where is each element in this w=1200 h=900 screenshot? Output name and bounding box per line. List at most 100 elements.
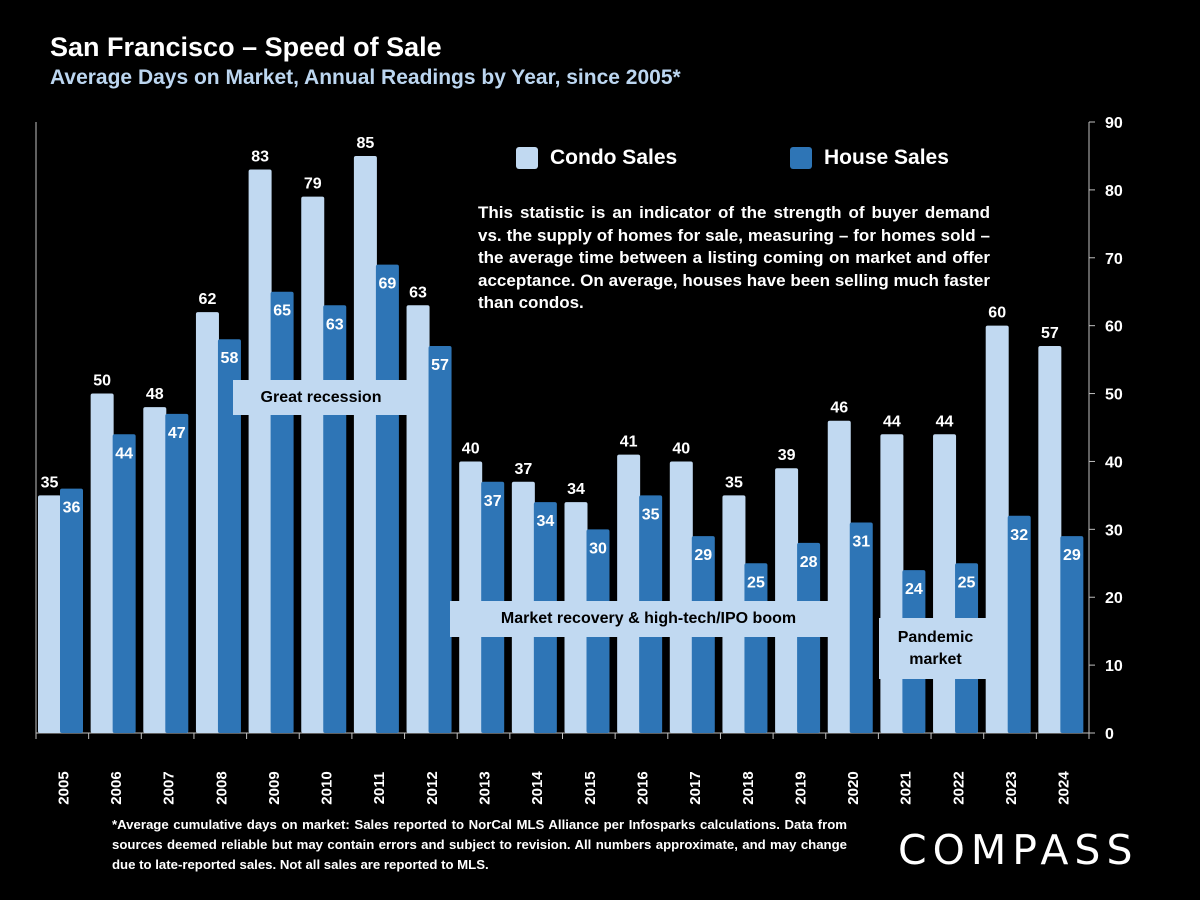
chart-subtitle: Average Days on Market, Annual Readings …: [50, 66, 681, 89]
bar-house-2011: [375, 264, 399, 733]
data-label-house-2008: 58: [221, 350, 239, 367]
y-tick-label: 50: [1105, 387, 1123, 404]
x-tick-label-2011: 2011: [371, 772, 388, 805]
data-label-condo-2015: 34: [567, 481, 585, 498]
bar-house-2020: [849, 522, 873, 733]
legend-condo: Condo Sales: [516, 146, 677, 170]
data-label-house-2013: 37: [484, 493, 502, 510]
annotation-pandemic-line1: Pandemic: [897, 628, 974, 646]
x-tick-label-2020: 2020: [845, 771, 862, 804]
bar-condo-2020: [827, 420, 851, 733]
y-tick-label: 40: [1105, 454, 1123, 471]
data-label-condo-2008: 62: [199, 291, 217, 308]
footnote: *Average cumulative days on market: Sale…: [112, 817, 847, 872]
data-label-condo-2021: 44: [883, 413, 901, 430]
bar-house-2008: [217, 339, 241, 733]
bar-condo-2017: [669, 461, 693, 733]
data-label-house-2022: 25: [958, 574, 976, 591]
x-tick-label-2014: 2014: [529, 771, 546, 805]
legend-house-label: House Sales: [824, 146, 949, 169]
bar-condo-2022: [933, 434, 957, 733]
data-label-house-2024: 29: [1063, 547, 1081, 564]
x-tick-label-2024: 2024: [1056, 771, 1073, 805]
x-tick-label-2018: 2018: [740, 771, 757, 804]
data-label-house-2020: 31: [852, 534, 870, 551]
x-tick-label-2008: 2008: [213, 771, 230, 804]
x-tick-label-2009: 2009: [266, 771, 283, 804]
bar-condo-2024: [1038, 346, 1062, 733]
data-label-condo-2014: 37: [514, 461, 532, 478]
data-label-condo-2017: 40: [672, 440, 690, 457]
x-tick-label-2021: 2021: [898, 771, 915, 804]
y-tick-label: 0: [1105, 726, 1114, 743]
x-tick-label-2005: 2005: [55, 771, 72, 804]
data-label-condo-2023: 60: [988, 305, 1006, 322]
data-label-condo-2010: 79: [304, 176, 322, 193]
bar-house-2010: [323, 305, 347, 733]
x-tick-label-2010: 2010: [319, 771, 336, 804]
data-label-condo-2006: 50: [93, 373, 111, 390]
annotation-pandemic-market: Pandemic market: [879, 618, 992, 679]
data-label-house-2006: 44: [115, 445, 133, 462]
chart-description: This statistic is an indicator of the st…: [478, 203, 990, 312]
data-label-house-2018: 25: [747, 574, 765, 591]
y-tick-label: 10: [1105, 658, 1123, 675]
bar-house-2006: [112, 434, 136, 733]
data-label-condo-2013: 40: [462, 440, 480, 457]
data-label-house-2009: 65: [273, 303, 291, 320]
data-label-condo-2016: 41: [620, 434, 638, 451]
bar-house-2007: [165, 413, 189, 733]
data-label-house-2021: 24: [905, 581, 923, 598]
bar-condo-2010: [301, 196, 325, 733]
bar-house-2024: [1060, 536, 1084, 733]
bar-house-2012: [428, 346, 452, 733]
bar-condo-2012: [406, 305, 430, 733]
data-label-condo-2007: 48: [146, 386, 164, 403]
data-label-house-2011: 69: [379, 276, 397, 293]
x-tick-label-2017: 2017: [687, 771, 704, 804]
data-label-house-2023: 32: [1010, 527, 1028, 544]
x-tick-label-2012: 2012: [424, 771, 441, 804]
bar-condo-2013: [459, 461, 483, 733]
annotation-pandemic-line2: market: [909, 650, 962, 668]
data-label-house-2016: 35: [642, 506, 660, 523]
y-tick-label: 90: [1105, 115, 1123, 132]
data-label-house-2019: 28: [800, 554, 818, 571]
data-label-condo-2005: 35: [41, 474, 59, 491]
bar-condo-2007: [143, 407, 167, 733]
x-tick-label-2007: 2007: [161, 771, 178, 804]
annotation-market-recovery: Market recovery & high-tech/IPO boom: [450, 601, 847, 637]
x-tick-label-2006: 2006: [108, 771, 125, 804]
data-label-condo-2020: 46: [830, 400, 848, 417]
data-label-house-2017: 29: [694, 547, 712, 564]
data-label-condo-2012: 63: [409, 284, 427, 301]
data-label-house-2012: 57: [431, 357, 449, 374]
bar-house-2009: [270, 291, 294, 733]
data-label-condo-2022: 44: [936, 413, 954, 430]
bar-condo-2008: [195, 312, 219, 733]
legend-condo-swatch: [516, 147, 538, 169]
y-tick-label: 20: [1105, 590, 1123, 607]
bar-condo-2006: [90, 393, 114, 733]
bar-house-2019: [797, 542, 821, 733]
data-label-house-2005: 36: [63, 500, 81, 517]
data-label-house-2007: 47: [168, 425, 186, 442]
chart-title: San Francisco – Speed of Sale: [50, 32, 442, 62]
annotation-great-recession: Great recession: [233, 380, 409, 415]
data-label-house-2014: 34: [536, 513, 554, 530]
bar-house-2023: [1007, 515, 1031, 733]
bar-condo-2016: [617, 454, 641, 733]
data-label-house-2015: 30: [589, 540, 607, 557]
legend-house-swatch: [790, 147, 812, 169]
bar-house-2005: [60, 488, 83, 733]
data-label-condo-2024: 57: [1041, 325, 1059, 342]
y-tick-label: 30: [1105, 522, 1123, 539]
data-label-condo-2009: 83: [251, 149, 269, 166]
data-label-house-2010: 63: [326, 316, 344, 333]
data-label-condo-2018: 35: [725, 474, 743, 491]
bar-condo-2021: [880, 434, 904, 733]
bar-condo-2005: [38, 495, 61, 733]
bar-condo-2011: [353, 155, 377, 733]
legend-house: House Sales: [790, 146, 949, 170]
